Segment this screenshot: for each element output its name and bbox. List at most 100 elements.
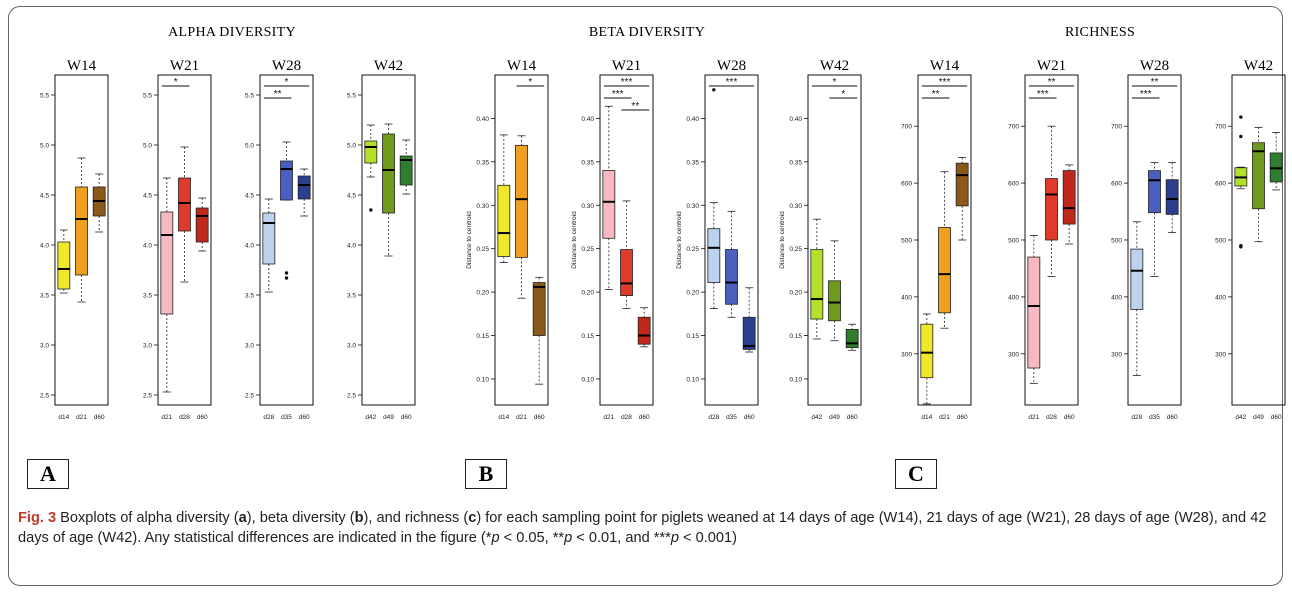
significance-label: *** (726, 77, 738, 88)
box-body (1062, 170, 1076, 225)
y-tick-label: 0.25 (686, 246, 699, 253)
box-body (1045, 178, 1058, 241)
box-body (280, 160, 293, 201)
x-tick-label: d60 (639, 414, 650, 421)
box (160, 177, 174, 393)
box-body (1027, 256, 1041, 369)
chart-panel: W21 2.5 3.0 3.5 4.0 4.5 5.0 5.5 d21 d28 d60 * (143, 58, 212, 421)
x-tick-label: d28 (1046, 414, 1057, 421)
box (845, 323, 859, 351)
y-tick-label: 5.5 (347, 93, 356, 100)
chart-panels: W14 2.5 3.0 3.5 4.0 4.5 5.0 5.5 d14 d21 d60 W21 2.5 3… (40, 58, 1286, 421)
y-tick-label: 3.5 (347, 293, 356, 300)
plot-frame (807, 74, 862, 406)
box (938, 171, 951, 329)
outlier-point (1239, 134, 1243, 139)
y-tick-label: 0.15 (789, 333, 802, 340)
box-body (75, 186, 88, 276)
box (178, 146, 191, 283)
plot-frame (54, 74, 109, 406)
box-body (742, 316, 756, 350)
plot-title: W14 (507, 58, 537, 74)
box (297, 168, 311, 217)
significance-label: * (833, 77, 837, 88)
box (497, 134, 511, 263)
y-tick-label: 0.30 (789, 203, 802, 210)
box-body (497, 184, 511, 257)
chart-panel: W14 300 400 500 600 700 d14 d21 d60 ***** (901, 58, 972, 421)
box (810, 218, 824, 340)
x-tick-label: d60 (1167, 414, 1178, 421)
significance-label: *** (621, 77, 633, 88)
outlier-point (1239, 115, 1243, 119)
caption-text: ), and richness ( (363, 510, 469, 526)
box (1234, 115, 1248, 249)
y-tick-label: 0.40 (581, 116, 594, 123)
x-tick-label: d42 (811, 414, 822, 421)
box-body (160, 211, 174, 315)
panel-label-a: A (27, 459, 69, 489)
box-body (810, 249, 824, 320)
y-tick-label: 2.5 (143, 393, 152, 400)
box (1045, 125, 1058, 277)
x-tick-label: d42 (1235, 414, 1246, 421)
box (1165, 162, 1179, 234)
box (742, 287, 756, 353)
x-tick-label: d28 (621, 414, 632, 421)
y-tick-label: 400 (901, 294, 912, 301)
y-tick-label: 600 (1215, 181, 1226, 188)
plot-title: W21 (612, 58, 641, 74)
y-tick-label: 4.0 (347, 243, 356, 250)
box-body (602, 170, 616, 239)
y-tick-label: 600 (901, 181, 912, 188)
x-tick-label: d21 (516, 414, 527, 421)
y-tick-label: 2.5 (347, 393, 356, 400)
outlier-point (284, 276, 289, 280)
significance-label: ** (1048, 77, 1056, 88)
significance-label: ** (631, 101, 639, 112)
y-tick-label: 4.5 (40, 193, 49, 200)
significance-label: ** (274, 89, 282, 100)
box (382, 123, 395, 257)
chart-panel: W42 300 400 500 600 700 d42 d49 d60 (1215, 58, 1286, 421)
x-tick-label: d28 (708, 414, 719, 421)
y-tick-label: 5.0 (40, 143, 49, 150)
y-tick-label: 0.40 (789, 116, 802, 123)
x-tick-label: d14 (498, 414, 509, 421)
box-body (1252, 142, 1265, 210)
x-tick-label: d60 (401, 414, 412, 421)
y-tick-label: 3.0 (40, 343, 49, 350)
plot-title: W42 (374, 58, 403, 74)
chart-panel: W42 0.10 0.15 0.20 0.25 0.30 0.35 0.40 Distance … (779, 58, 862, 421)
caption-text: ) for each sampling point for piglets we… (18, 510, 1267, 546)
y-tick-label: 500 (1215, 238, 1226, 245)
plot-title: W14 (67, 58, 97, 74)
y-tick-label: 0.35 (476, 159, 489, 166)
box-body (938, 227, 951, 314)
x-tick-label: d28 (179, 414, 190, 421)
x-tick-label: d60 (94, 414, 105, 421)
significance-label: * (285, 77, 289, 88)
y-tick-label: 500 (1008, 238, 1019, 245)
chart-panel: W42 2.5 3.0 3.5 4.0 4.5 5.0 5.5 d42 d49 d60 (347, 58, 416, 421)
box (364, 124, 378, 212)
y-tick-label: 300 (901, 351, 912, 358)
y-tick-label: 300 (1111, 351, 1122, 358)
y-tick-label: 700 (1215, 124, 1226, 131)
y-tick-label: 600 (1008, 181, 1019, 188)
box-body (955, 162, 969, 207)
outlier-point (284, 271, 289, 275)
box-body (297, 175, 311, 200)
x-tick-label: d60 (957, 414, 968, 421)
y-tick-label: 0.20 (686, 290, 699, 297)
y-tick-label: 2.5 (245, 393, 254, 400)
y-tick-label: 2.5 (40, 393, 49, 400)
x-tick-label: d60 (534, 414, 545, 421)
significance-label: * (528, 77, 532, 88)
caption-label: Fig. 3 (18, 510, 57, 526)
y-tick-label: 4.5 (143, 193, 152, 200)
y-axis-label: Distance to centroid (571, 211, 578, 269)
box (92, 173, 106, 233)
box (1252, 126, 1265, 243)
y-tick-label: 0.10 (686, 376, 699, 383)
